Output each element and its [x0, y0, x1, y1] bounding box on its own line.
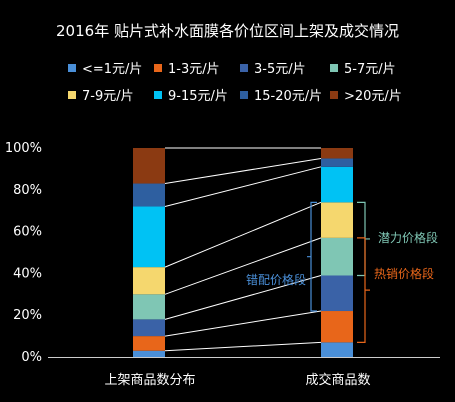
legend-swatch — [240, 90, 248, 99]
chart-title: 2016年 贴片式补水面膜各价位区间上架及成交情况 — [56, 22, 399, 40]
legend-swatch — [68, 90, 76, 99]
bar-segment — [133, 319, 165, 337]
legend-label: 3-5元/片 — [254, 62, 306, 77]
legend-item: 5-7元/片 — [330, 58, 396, 77]
legend-label: 1-3元/片 — [168, 62, 220, 77]
legend-item: 1-3元/片 — [154, 58, 220, 77]
connector-line — [164, 275, 322, 320]
hot-bracket — [357, 237, 370, 343]
legend-label: 15-20元/片 — [254, 89, 323, 104]
x-tick-label: 成交商品数 — [305, 372, 370, 388]
legend-swatch — [240, 63, 248, 72]
y-tick-label: 100% — [5, 141, 42, 156]
y-tick-label: 60% — [13, 225, 42, 240]
legend-swatch — [330, 90, 338, 99]
annotation-potential: 潜力价格段 — [378, 230, 438, 245]
bar-segment — [321, 311, 353, 343]
legend-label: 9-15元/片 — [168, 89, 228, 104]
bar-segment — [133, 183, 165, 207]
legend-label: <=1元/片 — [82, 62, 143, 77]
legend-item: 3-5元/片 — [240, 58, 306, 77]
bar-segment — [321, 275, 353, 312]
legend-swatch — [154, 63, 162, 72]
legend-item: 15-20元/片 — [240, 85, 322, 104]
legend-label: >20元/片 — [344, 89, 402, 104]
mismatch-bracket — [307, 201, 317, 312]
y-tick-label: 40% — [13, 266, 42, 281]
bar-segment — [133, 267, 165, 295]
connector-line — [164, 237, 322, 295]
annotation-hot: 热销价格段 — [374, 266, 434, 281]
legend-label: 7-9元/片 — [82, 89, 134, 104]
bar-segment — [133, 336, 165, 351]
legend-swatch — [330, 63, 338, 72]
legend-swatch — [68, 63, 76, 72]
connector-line — [164, 341, 322, 352]
bar-segment — [321, 166, 353, 203]
bar-segment — [133, 206, 165, 268]
bar-segment — [133, 350, 165, 357]
bar-segment — [321, 237, 353, 276]
legend-item: 7-9元/片 — [68, 85, 134, 104]
y-tick-label: 80% — [13, 183, 42, 198]
connector-line — [164, 157, 322, 185]
bar-segment — [133, 294, 165, 320]
bar-segment — [321, 158, 353, 167]
x-tick-label: 上架商品数分布 — [104, 373, 195, 388]
bar-segment — [321, 148, 353, 159]
potential-bracket — [357, 201, 370, 277]
bar-segment — [321, 342, 353, 357]
legend-item: >20元/片 — [330, 85, 402, 104]
legend-item: 9-15元/片 — [154, 85, 228, 104]
connector-line — [164, 310, 322, 337]
bar-segment — [133, 148, 165, 184]
legend-label: 5-7元/片 — [344, 62, 396, 77]
bar-segment — [321, 202, 353, 238]
legend-swatch — [154, 90, 162, 99]
legend-item: <=1元/片 — [68, 58, 142, 77]
y-tick-label: 20% — [13, 308, 42, 323]
connector-line — [164, 166, 322, 208]
y-tick-label: 0% — [21, 350, 42, 365]
annotation-mismatch: 错配价格段 — [246, 272, 306, 287]
connector-line — [164, 201, 322, 268]
